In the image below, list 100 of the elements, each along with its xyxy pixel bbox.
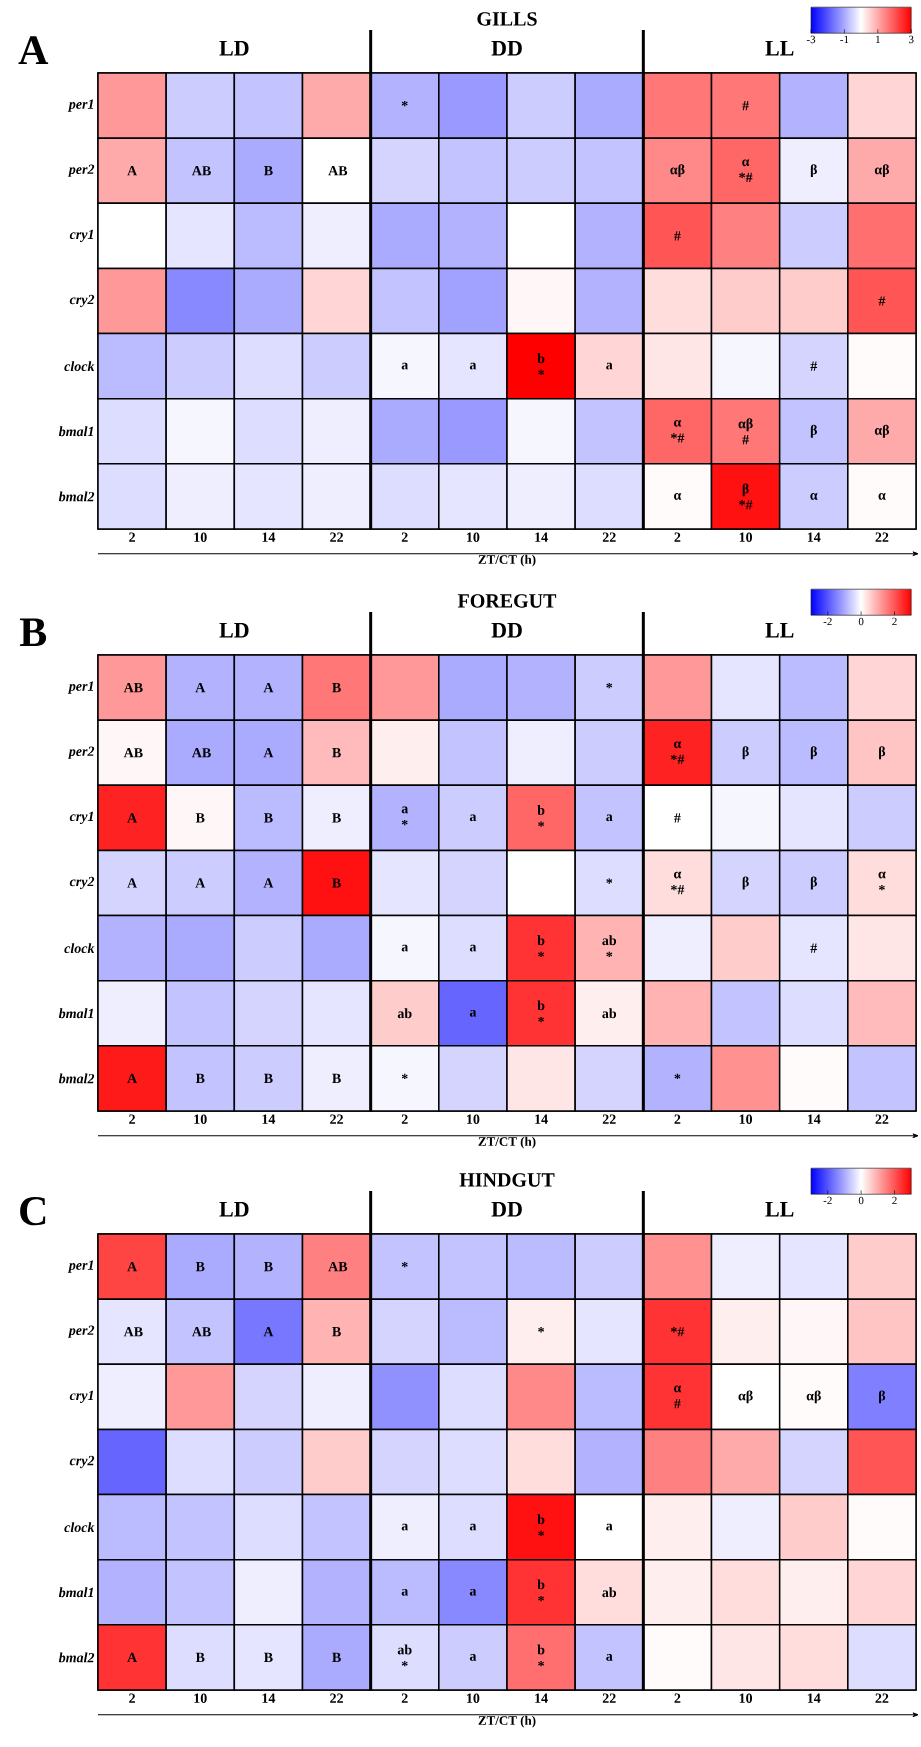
x-tick-label: 2 (674, 1693, 681, 1703)
data-label: a (469, 814, 477, 822)
data-label: a (401, 362, 409, 370)
annotation: DD (491, 623, 522, 638)
data-label: a (606, 1654, 613, 1661)
data-label: A (263, 1327, 274, 1337)
data-label: B (195, 1261, 205, 1272)
y-tick-label: cry2 (69, 294, 95, 308)
color-bar-label: -1 (840, 35, 849, 44)
data-label: # (674, 231, 681, 241)
data-label: # (878, 296, 886, 306)
data-label: αβ (670, 164, 685, 178)
x-tick-label: 10 (467, 1114, 480, 1124)
data-label: a (401, 944, 409, 952)
data-label: # (810, 361, 818, 371)
data-label: # (742, 100, 749, 111)
annotation: LL (765, 41, 794, 56)
y-tick-label: cry1 (69, 1390, 94, 1403)
annotation: LD (219, 623, 249, 638)
x-tick-label: 22 (875, 1114, 889, 1124)
x-tick-label: 22 (602, 532, 616, 542)
data-label: B (195, 1652, 205, 1663)
data-label: AB (191, 748, 211, 758)
y-tick-label: cry1 (69, 811, 94, 824)
x-tick-label: 22 (602, 1114, 616, 1124)
x-tick-label: 14 (262, 1114, 276, 1124)
color-bar-label: -2 (823, 1196, 832, 1205)
x-tick-label: 14 (262, 532, 276, 542)
y-tick-label: per2 (67, 746, 95, 759)
data-label: A (127, 1652, 138, 1663)
data-label: αβ (874, 164, 890, 178)
data-label: AB (328, 1261, 348, 1272)
data-label: A (195, 878, 206, 888)
x-tick-label: 10 (739, 1114, 753, 1124)
data-label: β (810, 746, 817, 760)
annotation: DD (491, 1202, 522, 1217)
x-tick-label: 2 (129, 1693, 135, 1703)
data-label: B (332, 682, 341, 693)
data-label: α # (674, 1385, 682, 1409)
data-label: * (401, 100, 408, 107)
data-label: AB (191, 1327, 211, 1337)
data-label: *# (671, 1327, 685, 1337)
data-label: a (469, 1654, 477, 1661)
data-label: A (195, 682, 206, 693)
data-label: # (674, 813, 681, 823)
x-tick-label: 2 (401, 1693, 408, 1703)
annotation: LD (219, 1202, 249, 1217)
data-label: B (195, 1073, 205, 1084)
data-label: b * (537, 353, 545, 376)
data-label: β (742, 876, 749, 890)
data-label: A (263, 748, 274, 758)
data-label: B (332, 878, 341, 888)
x-tick-label: 14 (535, 1114, 548, 1124)
y-tick-label: clock (64, 1522, 95, 1533)
data-label: A (263, 682, 274, 693)
data-label: a (469, 1523, 477, 1531)
data-label: ab (602, 1008, 617, 1019)
annotation: DD (491, 41, 522, 56)
y-tick-label: bmal2 (58, 1073, 95, 1084)
chart-title: HINDGUT (459, 1173, 555, 1187)
data-label: b * (537, 1644, 545, 1667)
data-label: α (674, 493, 682, 500)
data-label: * (606, 878, 613, 884)
x-tick-label: 10 (467, 1693, 480, 1703)
data-label: a (469, 944, 477, 952)
data-label: AB (191, 166, 211, 176)
data-label: * (401, 1073, 408, 1080)
data-label: α *# (739, 159, 753, 182)
y-tick-label: bmal1 (58, 1587, 94, 1598)
data-label: ab (602, 1587, 617, 1598)
x-tick-label: 10 (194, 1114, 207, 1124)
color-bar-label: 2 (892, 1196, 897, 1205)
annotation: LL (765, 623, 794, 638)
data-label: α (810, 493, 818, 500)
y-tick-label: clock (64, 943, 95, 954)
x-tick-label: 22 (875, 1693, 889, 1703)
data-label: α *# (671, 871, 685, 895)
x-tick-label: 10 (194, 532, 207, 542)
data-label: β *# (739, 483, 753, 510)
data-label: B (195, 813, 205, 823)
x-tick-label: 10 (467, 532, 480, 542)
data-label: a * (401, 806, 409, 826)
data-label: B (263, 1073, 273, 1084)
data-label: α (878, 493, 886, 500)
data-label: β (810, 876, 817, 890)
data-label: a (469, 362, 477, 370)
color-bar-label: -2 (823, 617, 832, 626)
y-tick-label: cry1 (69, 229, 94, 242)
x-tick-label: 22 (330, 1693, 343, 1703)
data-label: B (332, 1327, 341, 1337)
x-tick-label: 14 (262, 1693, 276, 1703)
y-tick-label: per1 (67, 99, 94, 112)
data-label: * (538, 1327, 545, 1333)
data-label: β (879, 1390, 886, 1404)
annotation: LL (765, 1202, 794, 1217)
data-label: αβ (806, 1390, 821, 1404)
color-bar-label: 3 (909, 35, 914, 44)
x-tick-label: 22 (875, 532, 889, 542)
data-label: α *# (671, 419, 685, 443)
data-label: b * (537, 1514, 545, 1537)
